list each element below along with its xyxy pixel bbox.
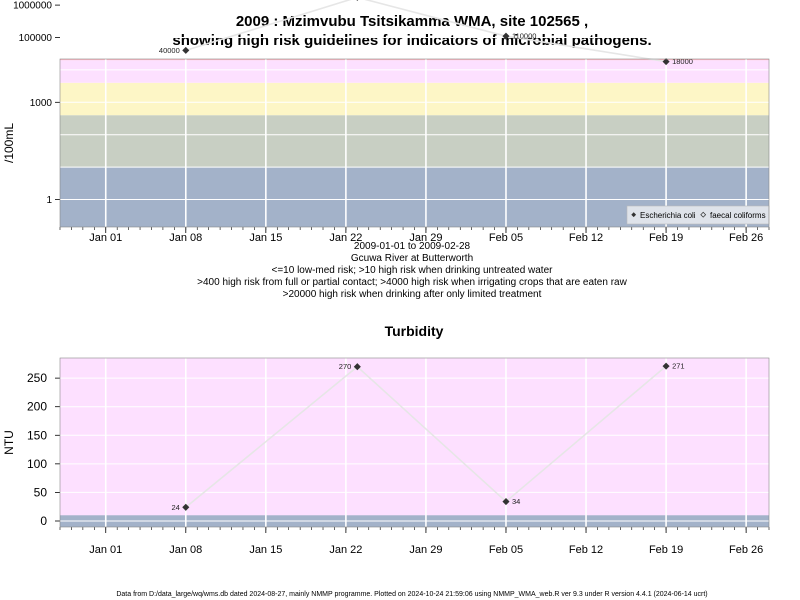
subtitle-guideline-1: <=10 low-med risk; >10 high risk when dr… xyxy=(272,265,554,276)
y-tick-label: 150 xyxy=(27,428,47,442)
microbial-x-tick-label: Jan 01 xyxy=(89,232,122,244)
ecoli-data-label: 40000 xyxy=(159,46,180,55)
y-tick-label: 1000000 xyxy=(13,1,52,12)
risk-band xyxy=(60,115,769,168)
subtitle-site: Gcuwa River at Butterworth xyxy=(351,253,473,264)
plot-frame xyxy=(59,58,770,228)
microbial-x-tick-label: Feb 19 xyxy=(649,232,683,244)
turbidity-x-tick-label: Jan 08 xyxy=(169,544,202,556)
turbidity-point xyxy=(502,498,510,506)
turbidity-point xyxy=(662,362,670,370)
microbial-x-tick-label: Feb 05 xyxy=(489,232,523,244)
microbial-panel-subtitle: 2009-01-01 to 2009-02-28 Gcuwa River at … xyxy=(197,241,627,300)
legend: Escherichia coli faecal coliforms xyxy=(626,205,770,225)
turbidity-point xyxy=(353,363,361,371)
y-axis-label: /100mL xyxy=(2,123,16,163)
y-axis-label: NTU xyxy=(2,430,16,455)
ecoli-data-label: 1733000 xyxy=(322,0,351,2)
microbial-panel: Jan 01 Jan 08 Jan 15 Jan 22 Jan 29 Feb 05 Feb … xyxy=(2,0,770,244)
turbidity-point xyxy=(182,503,190,511)
y-tick-label: 1000 xyxy=(30,98,53,109)
ecoli-data-label: 110000 xyxy=(512,32,536,41)
ecoli-point xyxy=(662,58,670,66)
risk-band xyxy=(60,60,769,83)
ecoli-data-label: 18000 xyxy=(672,57,693,66)
plot-frame xyxy=(59,357,770,528)
microbial-x-tick-label: Feb 26 xyxy=(729,232,763,244)
legend-faecal-marker xyxy=(700,211,707,218)
ecoli-point xyxy=(502,32,510,40)
footer-note: Data from D:/data_large/wq/wms.db dated … xyxy=(116,591,707,598)
ecoli-series-line xyxy=(185,0,667,63)
y-tick-label: 0 xyxy=(40,514,47,528)
ecoli-point xyxy=(182,46,190,54)
risk-band xyxy=(60,59,769,61)
turbidity-series-line xyxy=(185,365,667,508)
microbial-x-tick-label: Feb 12 xyxy=(569,232,603,244)
turbidity-background xyxy=(60,358,769,527)
subtitle-guideline-3: >20000 high risk when drinking after onl… xyxy=(283,289,542,300)
legend-ecoli-label: Escherichia coli xyxy=(640,211,696,220)
y-tick-label: 200 xyxy=(27,400,47,414)
y-tick-label: 100 xyxy=(27,457,47,471)
y-tick-label: 100000 xyxy=(19,33,53,44)
chart-title-line1: 2009 : Mzimvubu Tsitsikamma WMA, site 10… xyxy=(236,13,588,30)
subtitle-guideline-2: >400 high risk from full or partial cont… xyxy=(197,277,627,288)
chart-title-line2: showing high risk guidelines for indicat… xyxy=(172,32,651,49)
turbidity-title: Turbidity xyxy=(385,323,444,339)
y-tick-label: 50 xyxy=(34,485,48,499)
turbidity-data-label: 24 xyxy=(171,503,179,512)
microbial-x-tick-label: Jan 29 xyxy=(409,232,442,244)
y-tick-label: 250 xyxy=(27,371,47,385)
subtitle-date-range: 2009-01-01 to 2009-02-28 xyxy=(354,241,471,252)
risk-band xyxy=(60,82,769,116)
microbial-x-tick-label: Jan 08 xyxy=(169,232,202,244)
turbidity-data-label: 34 xyxy=(512,497,520,506)
turbidity-x-tick-label: Jan 15 xyxy=(249,544,282,556)
turbidity-x-tick-label: Feb 05 xyxy=(489,544,523,556)
ecoli-point xyxy=(353,0,361,1)
turbidity-x-tick-label: Jan 01 xyxy=(89,544,122,556)
microbial-x-tick-label: Jan 22 xyxy=(329,232,362,244)
microbial-x-tick-label: Jan 15 xyxy=(249,232,282,244)
turbidity-data-label: 271 xyxy=(672,362,685,371)
turbidity-x-tick-label: Jan 22 xyxy=(329,544,362,556)
turbidity-x-tick-label: Feb 12 xyxy=(569,544,603,556)
turbidity-x-tick-label: Feb 19 xyxy=(649,544,683,556)
turbidity-x-tick-label: Feb 26 xyxy=(729,544,763,556)
y-tick-label: 1 xyxy=(46,195,52,206)
turbidity-x-tick-label: Jan 29 xyxy=(409,544,442,556)
turbidity-panel: Jan 01 Jan 08 Jan 15 Jan 22 Jan 29 Feb 05 Feb … xyxy=(2,357,770,556)
legend-faecal-label: faecal coliforms xyxy=(710,211,766,220)
turbidity-data-label: 270 xyxy=(339,362,352,371)
